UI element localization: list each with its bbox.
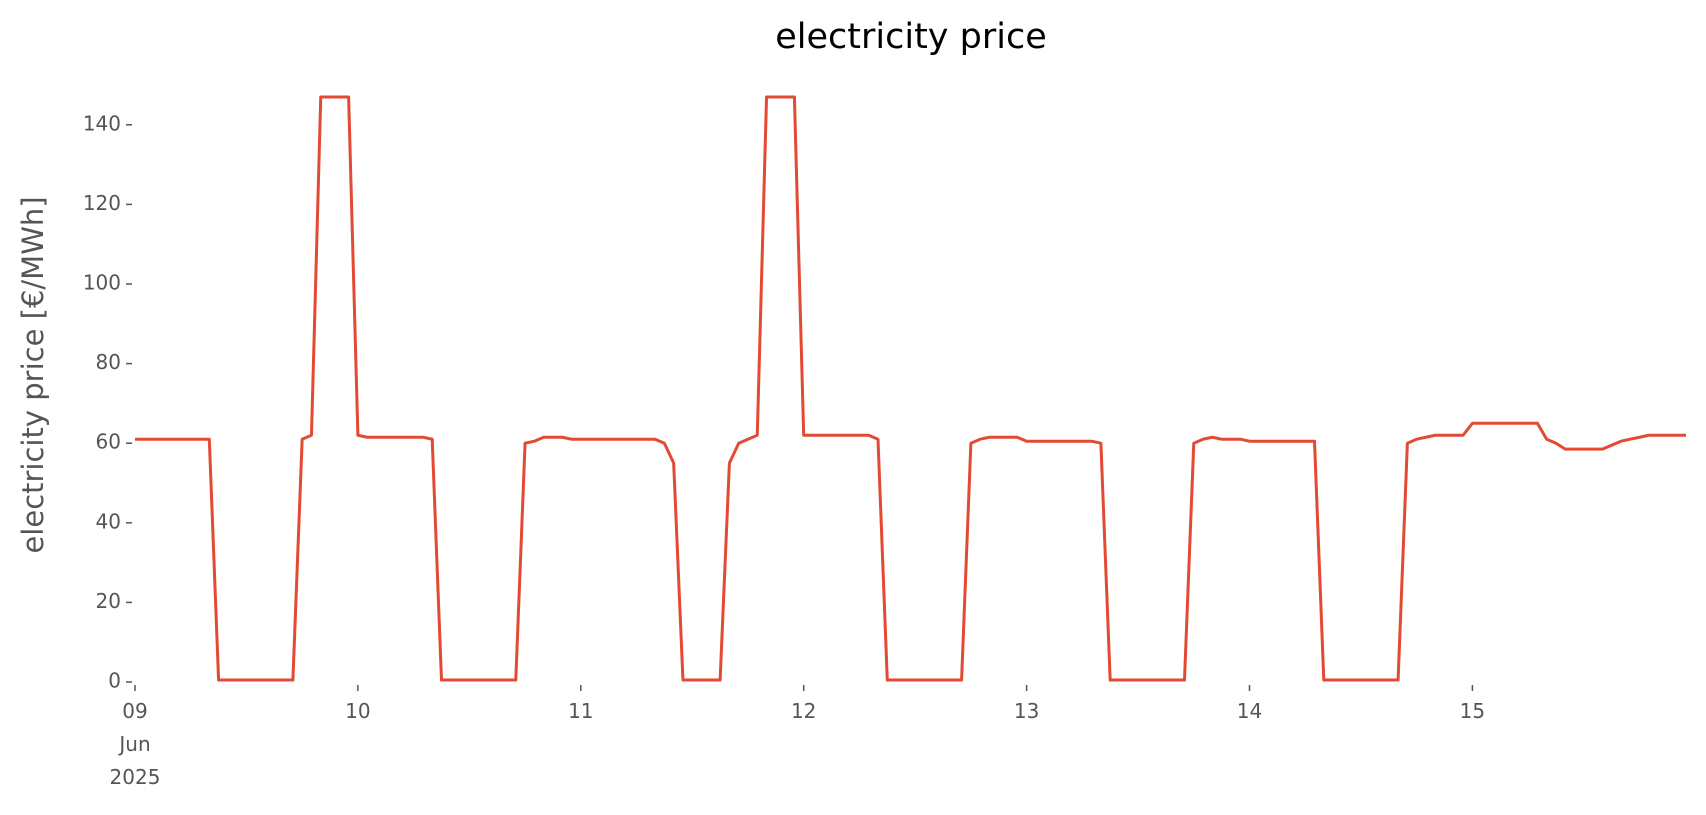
chart-title: electricity price <box>775 17 1047 57</box>
x-tick-label: 10 <box>345 699 370 723</box>
x-tick-label: 15 <box>1460 699 1485 723</box>
price-line <box>135 95 1686 682</box>
y-tick-label: 120 <box>83 191 121 215</box>
x-tick-label: 14 <box>1237 699 1262 723</box>
y-tick-label: 20 <box>96 589 121 613</box>
y-tick-label: 80 <box>96 350 121 374</box>
y-tick-label: 60 <box>96 430 121 454</box>
y-tick-label: 140 <box>83 111 121 135</box>
y-tick-label: 0 <box>108 669 121 693</box>
y-axis-label: electricity price [€/MWh] <box>16 196 50 553</box>
x-tick-label: 13 <box>1014 699 1039 723</box>
y-tick-label: 40 <box>96 509 121 533</box>
x-tick-label: 09 Jun 2025 <box>110 699 161 789</box>
y-tick-label: 100 <box>83 271 121 295</box>
x-tick-label: 12 <box>791 699 816 723</box>
x-tick-label: 11 <box>568 699 593 723</box>
